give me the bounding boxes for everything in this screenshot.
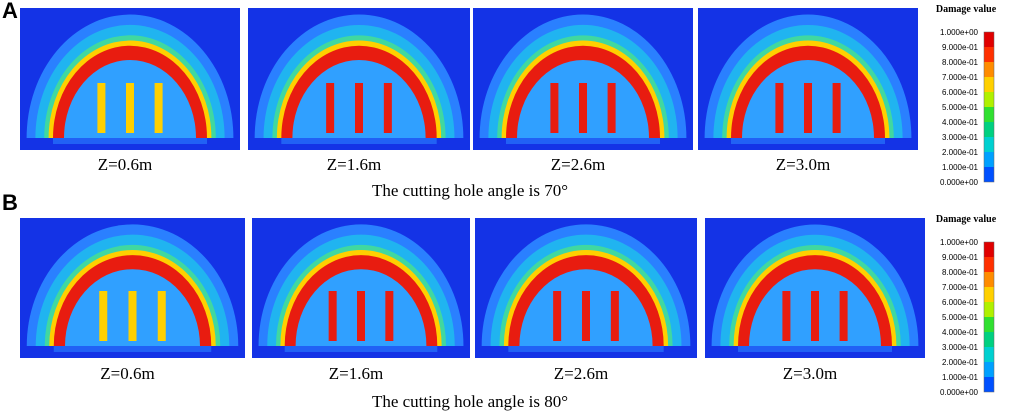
damage-column (839, 291, 848, 341)
simulation-image (20, 218, 245, 358)
legend-tick: 2.000e-01 (942, 148, 979, 157)
damage-column (355, 83, 363, 133)
image-base (731, 138, 885, 144)
simulation-image (248, 8, 470, 150)
legend-tick: 6.000e-01 (942, 298, 979, 307)
damage-column (128, 291, 137, 341)
damage-column (610, 291, 619, 341)
legend-tick: 0.000e+00 (940, 388, 979, 397)
colorbar-segment (984, 332, 994, 347)
legend-tick: 9.000e-01 (942, 43, 979, 52)
damage-column (550, 83, 559, 133)
legend-tick: 2.000e-01 (942, 358, 979, 367)
legend-tick: 1.000e+00 (940, 28, 979, 37)
colorbar-segment (984, 92, 994, 107)
legend-tick: 1.000e-01 (942, 373, 979, 382)
legend-tick: 1.000e+00 (940, 238, 979, 247)
colorbar-segment (984, 152, 994, 167)
image-base (738, 346, 892, 352)
image-base (506, 138, 660, 144)
image-base (508, 346, 664, 352)
damage-column (553, 291, 562, 341)
image-base (53, 138, 207, 144)
damage-column (579, 83, 587, 133)
damage-column (832, 83, 841, 133)
damage-column (328, 291, 337, 341)
image-base (284, 346, 438, 352)
damage-column (775, 83, 784, 133)
damage-column (383, 83, 392, 133)
damage-column (811, 291, 819, 341)
colorbar-segment (984, 47, 994, 62)
colorbar-frame (983, 31, 995, 183)
damage-column (782, 291, 791, 341)
colorbar-segment (984, 32, 994, 47)
image-caption: Z=3.0m (783, 364, 837, 383)
damage-column (804, 83, 812, 133)
colorbar-segment (984, 137, 994, 152)
legend-tick: 4.000e-01 (942, 328, 979, 337)
damage-column (357, 291, 365, 341)
simulation-image (252, 218, 470, 358)
simulation-image (705, 218, 925, 358)
legend-tick: 3.000e-01 (942, 343, 979, 352)
legend-tick: 5.000e-01 (942, 103, 979, 112)
colorbar-segment (984, 107, 994, 122)
figure-caption: The cutting hole angle is 80° (372, 392, 568, 411)
legend-tick: 8.000e-01 (942, 268, 979, 277)
colorbar-segment (984, 167, 994, 182)
image-base (281, 138, 437, 144)
damage-column (157, 291, 166, 341)
legend-tick: 6.000e-01 (942, 88, 979, 97)
damage-column (99, 291, 108, 341)
legend-tick: 3.000e-01 (942, 133, 979, 142)
legend-tick: 1.000e-01 (942, 163, 979, 172)
legend-tick: 4.000e-01 (942, 118, 979, 127)
legend-tick: 8.000e-01 (942, 58, 979, 67)
damage-column (607, 83, 616, 133)
damage-column (126, 83, 134, 133)
colorbar-segment (984, 317, 994, 332)
image-caption: Z=0.6m (100, 364, 154, 383)
legend-tick: 7.000e-01 (942, 73, 979, 82)
damage-column (582, 291, 590, 341)
colorbar-frame (983, 241, 995, 393)
colorbar-segment (984, 122, 994, 137)
damage-column (326, 83, 335, 133)
legend-title: Damage value (936, 4, 997, 15)
colorbar-segment (984, 272, 994, 287)
image-base (53, 346, 212, 352)
panel-label: A (2, 0, 18, 23)
colorbar-segment (984, 242, 994, 257)
damage-column (154, 83, 163, 133)
colorbar-segment (984, 362, 994, 377)
image-caption: Z=2.6m (554, 364, 608, 383)
colorbar-segment (984, 347, 994, 362)
colorbar-segment (984, 257, 994, 272)
legend-tick: 9.000e-01 (942, 253, 979, 262)
image-caption: Z=3.0m (776, 155, 830, 174)
colorbar-segment (984, 377, 994, 392)
simulation-image (698, 8, 918, 150)
simulation-image (475, 218, 697, 358)
legend-tick: 5.000e-01 (942, 313, 979, 322)
colorbar-segment (984, 62, 994, 77)
colorbar-segment (984, 77, 994, 92)
simulation-image (20, 8, 240, 150)
simulation-image (473, 8, 693, 150)
figure-caption: The cutting hole angle is 70° (372, 181, 568, 200)
image-caption: Z=1.6m (327, 155, 381, 174)
colorbar-segment (984, 302, 994, 317)
image-caption: Z=0.6m (98, 155, 152, 174)
colorbar-segment (984, 287, 994, 302)
panel-label: B (2, 190, 18, 215)
damage-column (97, 83, 106, 133)
legend-title: Damage value (936, 214, 997, 225)
legend-tick: 0.000e+00 (940, 178, 979, 187)
damage-column (385, 291, 394, 341)
image-caption: Z=2.6m (551, 155, 605, 174)
legend-tick: 7.000e-01 (942, 283, 979, 292)
image-caption: Z=1.6m (329, 364, 383, 383)
